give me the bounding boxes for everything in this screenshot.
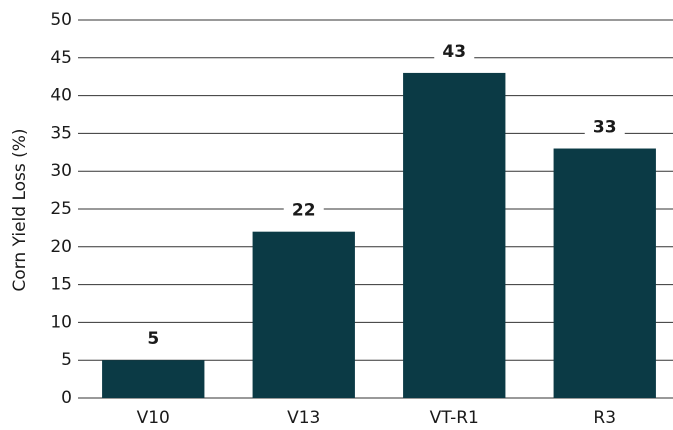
- bar: [553, 148, 656, 398]
- y-axis-label: Corn Yield Loss (%): [10, 128, 30, 291]
- value-label-bg: [283, 197, 324, 222]
- y-tick-label: 40: [50, 86, 72, 106]
- value-label-bg: [133, 326, 174, 351]
- y-tick-label: 50: [50, 10, 72, 30]
- y-tick-label: 30: [50, 161, 72, 181]
- value-label-bg: [434, 38, 475, 63]
- y-tick-label: 10: [50, 312, 72, 332]
- bar: [403, 72, 506, 399]
- bar: [252, 231, 355, 398]
- value-label: 33: [593, 118, 617, 138]
- value-label: 5: [147, 329, 159, 349]
- y-tick-label: 5: [61, 350, 72, 370]
- x-tick-label: VT-R1: [430, 408, 479, 428]
- x-tick-label: V10: [137, 408, 170, 428]
- y-tick-label: 25: [50, 199, 72, 219]
- y-tick-label: 15: [50, 275, 72, 295]
- value-label-bg: [584, 114, 625, 139]
- y-tick-label: 45: [50, 48, 72, 68]
- value-label: 22: [292, 201, 316, 221]
- y-tick-label: 20: [50, 237, 72, 257]
- value-label: 43: [442, 42, 466, 62]
- bar: [102, 360, 205, 398]
- y-tick-label: 35: [50, 123, 72, 143]
- y-tick-label: 0: [61, 388, 72, 408]
- x-tick-label: R3: [593, 408, 616, 428]
- x-tick-label: V13: [287, 408, 320, 428]
